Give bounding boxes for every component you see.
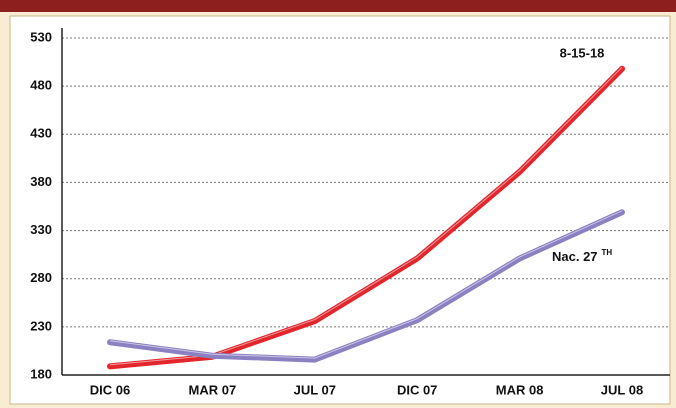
y-tick-label: 480 bbox=[30, 78, 52, 93]
plot-panel bbox=[9, 15, 671, 405]
x-tick-label: DIC 07 bbox=[397, 382, 437, 397]
x-tick-label: JUL 07 bbox=[294, 382, 336, 397]
y-tick-label: 430 bbox=[30, 126, 52, 141]
series-line bbox=[107, 65, 625, 370]
y-tick-label: 330 bbox=[30, 222, 52, 237]
series-line bbox=[107, 209, 625, 363]
y-tick-label: 280 bbox=[30, 270, 52, 285]
series-highlight bbox=[109, 210, 623, 359]
series-label-name: Nac. 27 bbox=[552, 249, 598, 264]
y-tick-label: 380 bbox=[30, 174, 52, 189]
series-label-sup: TH bbox=[602, 248, 613, 257]
x-tick-label: MAR 08 bbox=[496, 382, 544, 397]
series-label: Nac. 27 TH bbox=[552, 248, 612, 264]
x-tick-label: MAR 07 bbox=[189, 382, 237, 397]
series-label: 8-15-18 bbox=[560, 45, 605, 60]
x-tick-label: JUL 08 bbox=[601, 382, 643, 397]
y-tick-label: 530 bbox=[30, 29, 52, 44]
x-tick-label: DIC 06 bbox=[90, 382, 130, 397]
y-tick-label: 230 bbox=[30, 318, 52, 333]
series-highlight bbox=[109, 66, 623, 366]
y-tick-label: 180 bbox=[30, 366, 52, 381]
header-bar bbox=[0, 0, 676, 12]
